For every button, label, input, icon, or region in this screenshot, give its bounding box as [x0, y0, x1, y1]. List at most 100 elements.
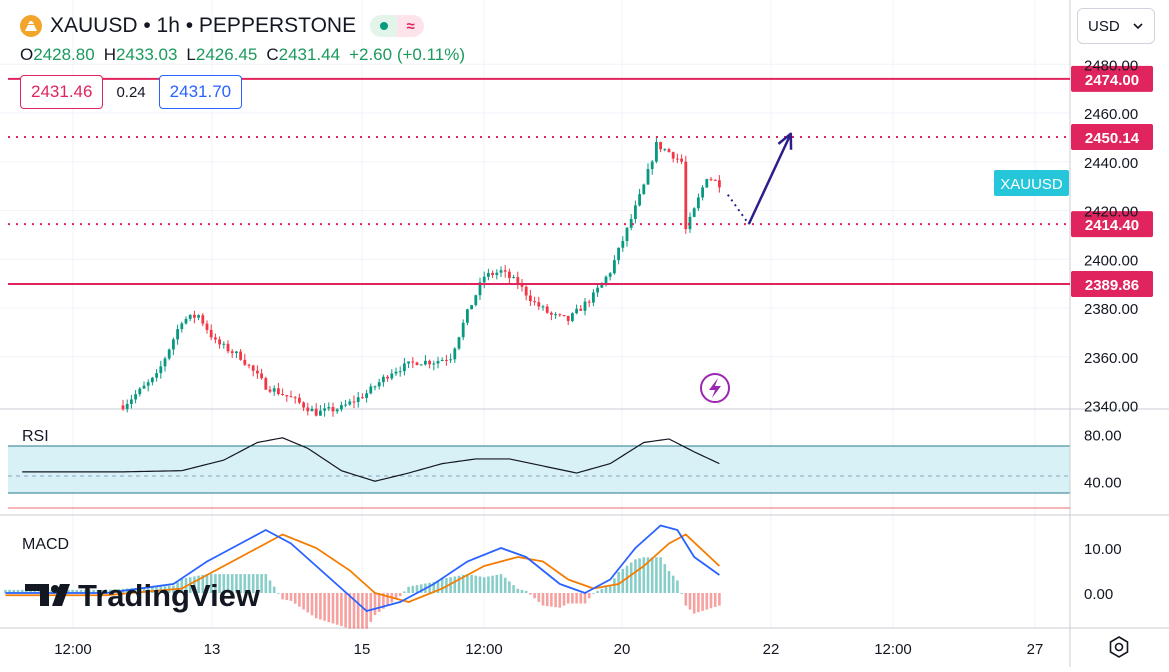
macd-histogram-bar — [344, 593, 347, 628]
macd-histogram-bar — [558, 593, 562, 608]
macd-histogram-bar — [20, 589, 24, 593]
macd-histogram-bar — [407, 586, 410, 593]
candle-body — [487, 272, 490, 277]
spread-value: 0.24 — [116, 83, 146, 101]
candle-body — [638, 194, 641, 206]
rsi-ma-line — [22, 437, 720, 482]
macd-histogram-bar — [201, 574, 205, 593]
candle-body — [428, 360, 431, 365]
macd-histogram-bar — [419, 584, 423, 593]
macd-histogram-bar — [222, 574, 226, 593]
high-label: H — [103, 45, 116, 64]
candle-body — [583, 301, 587, 311]
market-status-icon[interactable] — [370, 15, 398, 37]
macd-histogram-bar — [83, 589, 87, 593]
close-value: 2431.44 — [278, 45, 341, 64]
time-tick-label: 20 — [614, 641, 631, 658]
currency-select[interactable]: USD — [1077, 8, 1155, 44]
data-flow-icon[interactable]: ≈ — [397, 15, 425, 37]
market-status-pill[interactable]: ≈ — [370, 15, 425, 37]
symbol-title[interactable]: XAUUSD • 1h • PEPPERSTONE — [50, 14, 357, 37]
candle-body — [709, 179, 713, 181]
candle-body — [411, 361, 415, 363]
macd-histogram-bar — [692, 593, 696, 614]
candle-body — [550, 312, 553, 315]
macd-histogram-bar — [676, 580, 679, 593]
high-value: 2433.03 — [115, 45, 178, 64]
candle-body — [520, 284, 524, 287]
macd-histogram-bar — [533, 593, 536, 599]
macd-histogram-bar — [151, 586, 154, 593]
candle-body — [130, 399, 133, 404]
candle-body — [667, 149, 671, 153]
macd-histogram-bar — [545, 593, 549, 607]
macd-histogram-bar — [617, 572, 620, 593]
candle-body — [382, 376, 385, 383]
candle-body — [466, 309, 469, 323]
price-tick-label: 2380.00 — [1084, 301, 1138, 318]
price-tick-label: 2460.00 — [1084, 106, 1138, 123]
macd-histogram-bar — [88, 589, 91, 593]
candle-body — [617, 247, 620, 261]
macd-histogram-bar — [75, 589, 79, 593]
low-label: L — [186, 45, 196, 64]
macd-histogram-bar — [100, 589, 104, 593]
macd-histogram-bar — [566, 593, 570, 604]
time-tick-label: 12:00 — [54, 641, 92, 658]
candle-body — [676, 158, 679, 160]
settings-gear-icon[interactable] — [1104, 632, 1134, 662]
lightning-event-icon[interactable] — [700, 373, 730, 403]
macd-histogram-bar — [403, 591, 406, 593]
candle-body — [159, 366, 163, 374]
candle-body — [474, 295, 478, 306]
macd-histogram-bar — [436, 580, 440, 593]
candle-body — [251, 365, 255, 371]
candle-body — [579, 308, 583, 311]
macd-histogram-bar — [96, 589, 100, 593]
candle-body — [146, 382, 150, 386]
candle-body — [621, 241, 625, 248]
candle-body — [163, 358, 167, 367]
candle-body — [608, 273, 612, 277]
macd-histogram-bar — [583, 593, 587, 604]
macd-histogram-bar — [218, 574, 221, 593]
macd-histogram-bar — [209, 574, 213, 593]
macd-histogram-bar — [470, 574, 473, 593]
macd-histogram-bar — [478, 576, 482, 593]
macd-histogram-bar — [298, 593, 301, 607]
candle-body — [533, 301, 536, 303]
gold-coin-icon[interactable] — [20, 15, 42, 37]
candle-body — [348, 401, 352, 405]
macd-histogram-bar — [352, 593, 356, 629]
macd-histogram-bar — [16, 589, 20, 593]
candle-body — [629, 219, 633, 228]
candle-body — [663, 149, 667, 151]
macd-histogram-bar — [260, 574, 263, 593]
macd-histogram-bar — [29, 589, 32, 593]
candle-body — [176, 329, 179, 340]
macd-histogram-bar — [554, 593, 557, 608]
macd-histogram-bar — [251, 574, 255, 593]
axes: 2480.00 2460.00 2440.00 2420.00 2400.00 2380.… — [54, 57, 1138, 658]
price-tick-label: 2440.00 — [1084, 155, 1138, 172]
candle-body — [642, 184, 646, 195]
macd-histogram-bar — [428, 582, 431, 593]
candle-body — [134, 394, 137, 400]
tradingview-logo: TradingView — [25, 578, 261, 613]
candle-body — [361, 397, 364, 399]
price-tick-label: 2360.00 — [1084, 350, 1138, 367]
candle-body — [545, 306, 549, 313]
sell-button[interactable]: 2431.46 — [20, 75, 104, 109]
buy-button[interactable]: 2431.70 — [158, 75, 243, 109]
candle-body — [688, 216, 692, 230]
candle-body — [671, 152, 675, 159]
candle-body — [613, 260, 616, 274]
candle-body — [495, 272, 499, 275]
macd-histogram-bar — [130, 588, 133, 593]
chevron-down-icon — [1132, 16, 1144, 39]
candle-body — [655, 141, 658, 162]
macd-histogram-bar — [134, 588, 137, 593]
candle-body — [470, 305, 473, 310]
candle-body — [264, 378, 268, 390]
